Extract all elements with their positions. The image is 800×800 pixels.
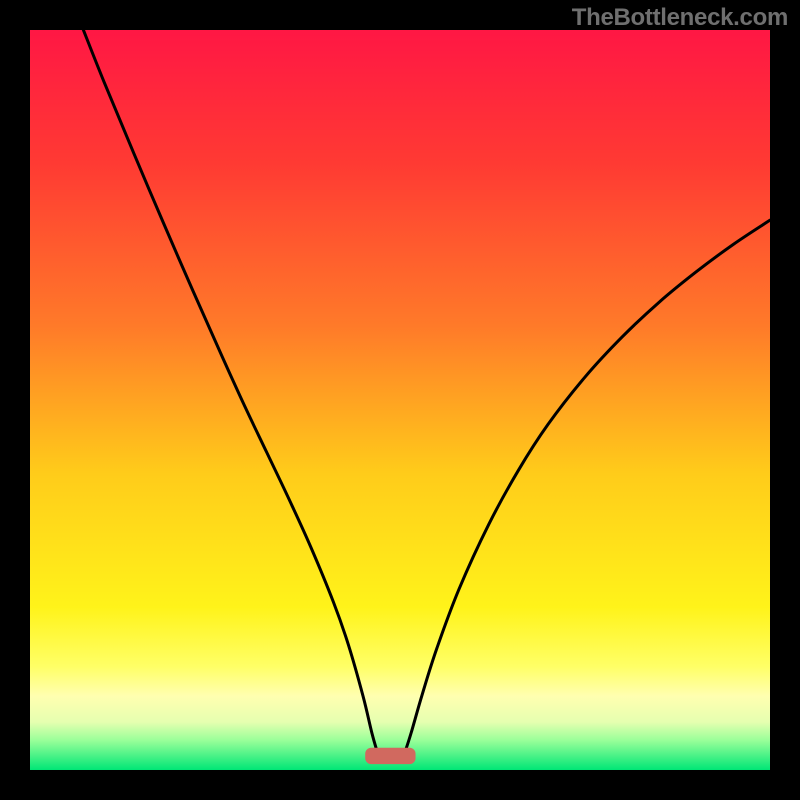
optimal-range-marker <box>365 748 415 764</box>
bottleneck-curve-chart <box>0 0 800 800</box>
plot-background-gradient <box>30 30 770 770</box>
watermark-text: TheBottleneck.com <box>572 4 788 32</box>
chart-container: TheBottleneck.com <box>0 0 800 800</box>
